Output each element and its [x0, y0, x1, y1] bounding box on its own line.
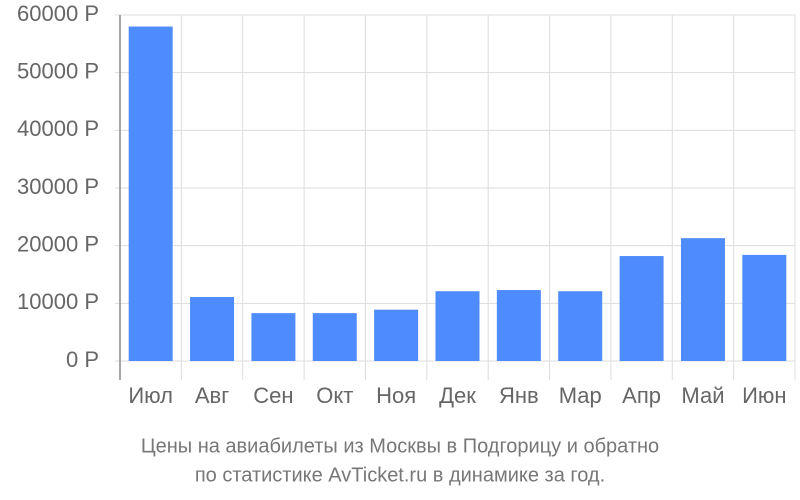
y-tick-label: 50000 Р [17, 58, 99, 83]
bar [312, 313, 357, 361]
bar [558, 291, 603, 361]
bar [742, 254, 787, 361]
x-tick-label: Авг [195, 383, 229, 408]
x-tick-label: Мар [559, 383, 602, 408]
x-tick-label: Июн [742, 383, 786, 408]
bar [435, 291, 480, 361]
x-tick-label: Янв [499, 383, 539, 408]
y-tick-label: 20000 Р [17, 231, 99, 256]
x-tick-label: Дек [439, 383, 476, 408]
y-tick-label: 0 Р [66, 347, 99, 372]
chart-title-line: Цены на авиабилеты из Москвы в Подгорицу… [141, 435, 659, 457]
chart-title-line: по статистике AvTicket.ru в динамике за … [195, 464, 605, 486]
y-tick-label: 40000 Р [17, 116, 99, 141]
bar [496, 290, 541, 361]
x-tick-label: Окт [316, 383, 353, 408]
bar [619, 256, 664, 361]
x-tick-label: Сен [253, 383, 293, 408]
x-tick-label: Апр [622, 383, 661, 408]
x-tick-label: Июл [128, 383, 173, 408]
bar [680, 238, 725, 361]
x-tick-label: Ноя [376, 383, 416, 408]
x-tick-label: Май [681, 383, 724, 408]
bar [128, 26, 173, 362]
y-tick-label: 30000 Р [17, 174, 99, 199]
y-tick-label: 60000 Р [17, 1, 99, 26]
bar [374, 309, 419, 361]
bar [251, 313, 296, 361]
bar [190, 296, 235, 361]
y-tick-label: 10000 Р [17, 289, 99, 314]
